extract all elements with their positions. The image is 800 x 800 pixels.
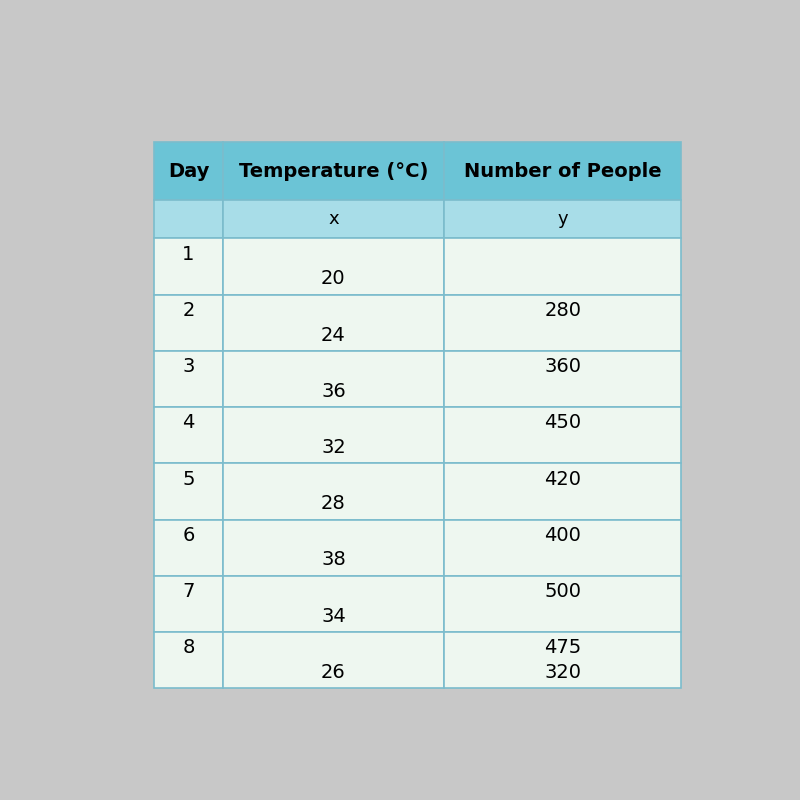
Text: y: y bbox=[558, 210, 568, 228]
Bar bbox=[222, 294, 444, 351]
Bar bbox=[444, 632, 682, 688]
Text: 400: 400 bbox=[544, 526, 581, 545]
Text: 320: 320 bbox=[544, 663, 581, 682]
Text: 450: 450 bbox=[544, 414, 582, 432]
Text: 4: 4 bbox=[182, 414, 194, 432]
Bar bbox=[444, 200, 682, 238]
Text: 26: 26 bbox=[321, 663, 346, 682]
Bar bbox=[154, 463, 222, 519]
Text: 280: 280 bbox=[544, 301, 581, 320]
Text: 28: 28 bbox=[321, 494, 346, 514]
Bar bbox=[154, 407, 222, 463]
Bar bbox=[444, 238, 682, 294]
Bar bbox=[154, 294, 222, 351]
Text: Day: Day bbox=[168, 162, 209, 181]
Text: x: x bbox=[328, 210, 338, 228]
Bar bbox=[222, 200, 444, 238]
Bar bbox=[444, 519, 682, 576]
Text: 5: 5 bbox=[182, 470, 194, 489]
Text: 360: 360 bbox=[544, 357, 581, 376]
Text: 420: 420 bbox=[544, 470, 581, 489]
Bar bbox=[154, 351, 222, 407]
Text: 24: 24 bbox=[321, 326, 346, 345]
Bar bbox=[154, 142, 222, 200]
Text: 1: 1 bbox=[182, 245, 194, 264]
Text: 34: 34 bbox=[321, 606, 346, 626]
Text: 7: 7 bbox=[182, 582, 194, 601]
Text: Number of People: Number of People bbox=[464, 162, 662, 181]
Text: 500: 500 bbox=[544, 582, 581, 601]
Bar bbox=[444, 463, 682, 519]
Bar bbox=[222, 351, 444, 407]
Text: 32: 32 bbox=[321, 438, 346, 457]
Bar bbox=[444, 294, 682, 351]
Text: 475: 475 bbox=[544, 638, 582, 657]
Text: 36: 36 bbox=[321, 382, 346, 401]
Bar bbox=[154, 519, 222, 576]
Bar bbox=[444, 576, 682, 632]
Bar bbox=[444, 407, 682, 463]
Text: Temperature (°C): Temperature (°C) bbox=[238, 162, 428, 181]
Text: 6: 6 bbox=[182, 526, 194, 545]
Bar bbox=[154, 238, 222, 294]
Bar bbox=[154, 576, 222, 632]
Text: 2: 2 bbox=[182, 301, 194, 320]
Bar bbox=[222, 463, 444, 519]
Bar bbox=[154, 632, 222, 688]
Bar bbox=[222, 632, 444, 688]
Bar bbox=[222, 576, 444, 632]
Bar bbox=[222, 142, 444, 200]
Text: 38: 38 bbox=[321, 550, 346, 570]
Bar bbox=[222, 238, 444, 294]
Text: 20: 20 bbox=[321, 270, 346, 289]
Bar bbox=[154, 200, 222, 238]
Text: 8: 8 bbox=[182, 638, 194, 657]
Bar bbox=[444, 351, 682, 407]
Bar bbox=[444, 142, 682, 200]
Text: 3: 3 bbox=[182, 357, 194, 376]
Bar bbox=[222, 407, 444, 463]
Bar bbox=[222, 519, 444, 576]
